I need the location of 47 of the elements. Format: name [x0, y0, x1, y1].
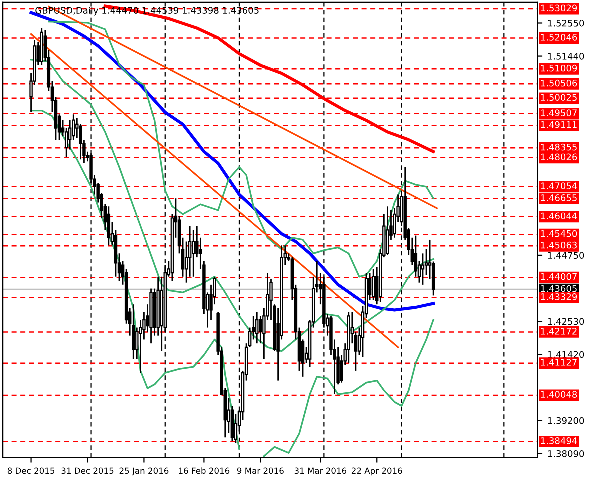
- candlestick: [132, 304, 136, 360]
- candlestick: [372, 268, 376, 302]
- ref-line-label: 1.47054: [541, 182, 578, 190]
- ref-line-label: 1.43605: [541, 285, 577, 292]
- y-tick-label: 1.52550: [548, 20, 584, 27]
- x-tick-label: 31 Dec 2015: [62, 468, 114, 474]
- x-tick-label: 31 Mar 2016: [294, 468, 347, 474]
- ref-line-label: 1.50506: [541, 80, 578, 87]
- candlestick: [107, 206, 111, 246]
- candlestick: [192, 229, 196, 278]
- ref-line-label: 1.40048: [541, 391, 578, 398]
- ref-line-label: 1.51009: [541, 64, 578, 72]
- ref-line-label: 1.49111: [541, 121, 577, 128]
- candlestick: [421, 252, 425, 286]
- ref-line-label: 1.45063: [541, 242, 577, 249]
- y-tick-label: 1.38090: [548, 450, 584, 458]
- y-tick-label: 1.39200: [548, 417, 584, 424]
- x-tick-label: 16 Feb 2016: [179, 468, 230, 474]
- candlestick: [256, 312, 259, 344]
- ref-line-label: 1.43329: [541, 294, 578, 300]
- ref-line-label: 1.50025: [541, 94, 577, 102]
- ref-line-label: 1.53029: [541, 4, 578, 12]
- x-tick-label: 25 Jan 2016: [120, 468, 169, 476]
- x-tick-label: 22 Apr 2016: [352, 468, 402, 476]
- x-tick-label: 9 Mar 2016: [237, 468, 284, 474]
- x-tick-label: 8 Dec 2015: [8, 468, 55, 474]
- ref-line-label: 1.49507: [541, 110, 577, 116]
- ref-line-label: 1.46044: [541, 212, 578, 220]
- line-series: [30, 110, 240, 450]
- y-tick-label: 1.44750: [548, 252, 584, 260]
- y-tick-label: 1.41420: [548, 351, 584, 358]
- ref-line-label: 1.48026: [541, 154, 578, 161]
- ref-line-label: 1.42172: [541, 328, 577, 335]
- candlestick: [259, 315, 262, 344]
- line-series: [30, 59, 434, 352]
- ref-line-label: 1.41127: [541, 359, 577, 366]
- ref-line-label: 1.52046: [541, 34, 578, 41]
- line-series: [48, 20, 434, 278]
- y-tick-label: 1.42530: [548, 318, 584, 326]
- y-tick-label: 1.51440: [548, 53, 584, 60]
- ref-line-label: 1.48355: [541, 144, 577, 151]
- ref-line-label: 1.46655: [541, 194, 577, 202]
- candlestick: [386, 206, 390, 256]
- ref-line-label: 1.44007: [541, 273, 577, 280]
- ref-line-label: 1.38494: [541, 437, 578, 444]
- line-series: [263, 319, 434, 458]
- ref-line-label: 1.45450: [541, 230, 578, 238]
